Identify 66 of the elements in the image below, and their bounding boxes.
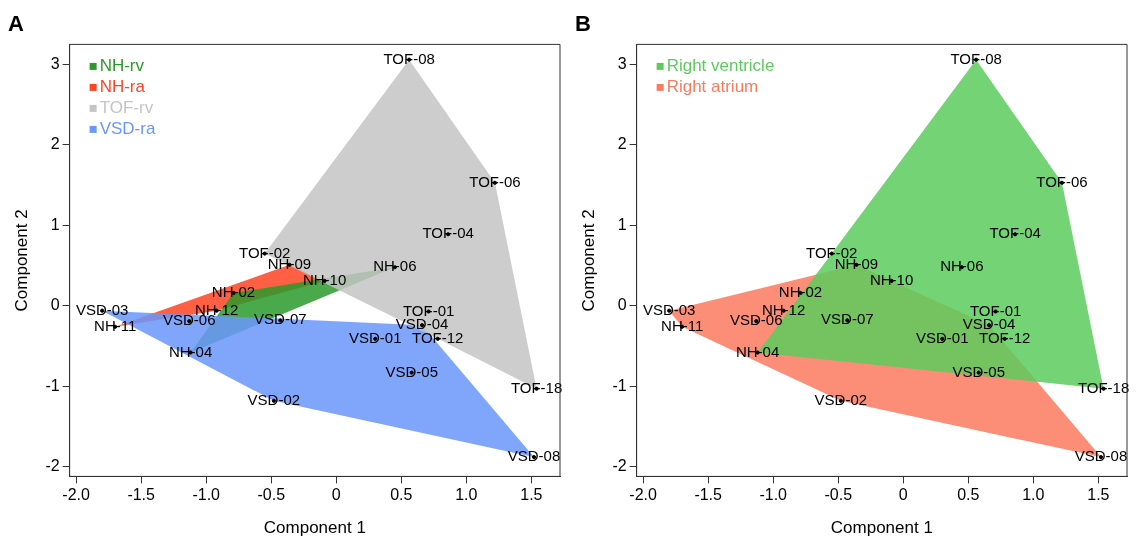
annotation: VSD-02 — [814, 390, 868, 408]
y-tick-label: -1 — [45, 376, 60, 394]
legend-label: Right ventricle — [666, 56, 775, 76]
x-tick-label: 1.5 — [1087, 486, 1110, 504]
legend-label: NH-rv — [99, 56, 145, 76]
y-tick-label: 1 — [617, 215, 627, 233]
annotation: NH-11 — [94, 316, 137, 334]
x-axis-title: Component 1 — [263, 518, 366, 538]
annotation: VSD-08 — [1074, 447, 1128, 465]
x-tick-label: -1.5 — [694, 486, 723, 504]
annotation: TOF-18 — [1077, 378, 1130, 396]
x-tick-label: 0.5 — [957, 486, 980, 504]
y-tick-label: 3 — [50, 54, 60, 72]
y-tick-label: 3 — [617, 54, 627, 72]
x-tick-label: -0.5 — [824, 486, 853, 504]
annotation: TOF-06 — [1036, 172, 1088, 190]
y-tick-label: -2 — [45, 457, 60, 475]
annotation: TOF-04 — [989, 224, 1041, 242]
annotation: NH-02 — [778, 283, 823, 301]
y-axis-title: Component 2 — [578, 209, 598, 312]
x-tick-label: -1.5 — [127, 486, 156, 504]
x-tick-label: 0.5 — [390, 486, 413, 504]
annotation: NH-04 — [735, 342, 780, 360]
y-tick-label: 0 — [50, 296, 60, 314]
x-tick-label: -1.0 — [759, 486, 788, 504]
annotation: VSD-05 — [952, 362, 1005, 380]
y-axis-title: Component 2 — [11, 209, 31, 312]
x-tick-label: -2.0 — [629, 486, 658, 504]
x-tick-label: -2.0 — [62, 486, 91, 504]
y-tick-label: -1 — [612, 376, 627, 394]
y-tick-label: 2 — [50, 135, 60, 153]
x-tick-label: -0.5 — [257, 486, 286, 504]
annotation: VSD-02 — [247, 390, 301, 408]
annotation: NH-06 — [940, 257, 984, 275]
annotation: TOF-08 — [383, 49, 435, 67]
annotation: NH-10 — [869, 271, 914, 289]
annotation: TOF-18 — [510, 378, 563, 396]
legend-label: NH-ra — [99, 77, 146, 97]
legend-label: TOF-rv — [99, 98, 154, 118]
annotation: NH-06 — [373, 257, 417, 275]
chart-title: A — [8, 11, 24, 37]
annotation: VSD-03 — [642, 300, 696, 318]
annotation: VSD-07 — [821, 310, 874, 328]
x-tick-label: 1.0 — [455, 486, 478, 504]
legend-label: Right atrium — [666, 77, 759, 97]
x-axis-title: Component 1 — [830, 518, 933, 538]
legend-label: VSD-ra — [99, 119, 156, 139]
x-tick-label: 1.5 — [520, 486, 543, 504]
annotation: TOF-08 — [950, 49, 1002, 67]
annotation: NH-04 — [168, 342, 213, 360]
annotation: VSD-07 — [254, 310, 307, 328]
annotation: TOF-04 — [422, 224, 474, 242]
y-tick-label: 1 — [50, 215, 60, 233]
annotation: VSD-05 — [385, 362, 438, 380]
x-tick-label: 1.0 — [1022, 486, 1045, 504]
x-tick-label: -1.0 — [192, 486, 221, 504]
annotation: TOF-06 — [469, 172, 521, 190]
annotation: VSD-08 — [507, 447, 561, 465]
y-tick-label: 0 — [617, 296, 627, 314]
annotation: VSD-03 — [75, 300, 129, 318]
annotation: NH-11 — [661, 316, 704, 334]
x-tick-label: 0 — [331, 486, 341, 504]
x-tick-label: 0 — [898, 486, 908, 504]
chart-title: B — [575, 11, 591, 37]
y-tick-label: 2 — [617, 135, 627, 153]
y-tick-label: -2 — [612, 457, 627, 475]
